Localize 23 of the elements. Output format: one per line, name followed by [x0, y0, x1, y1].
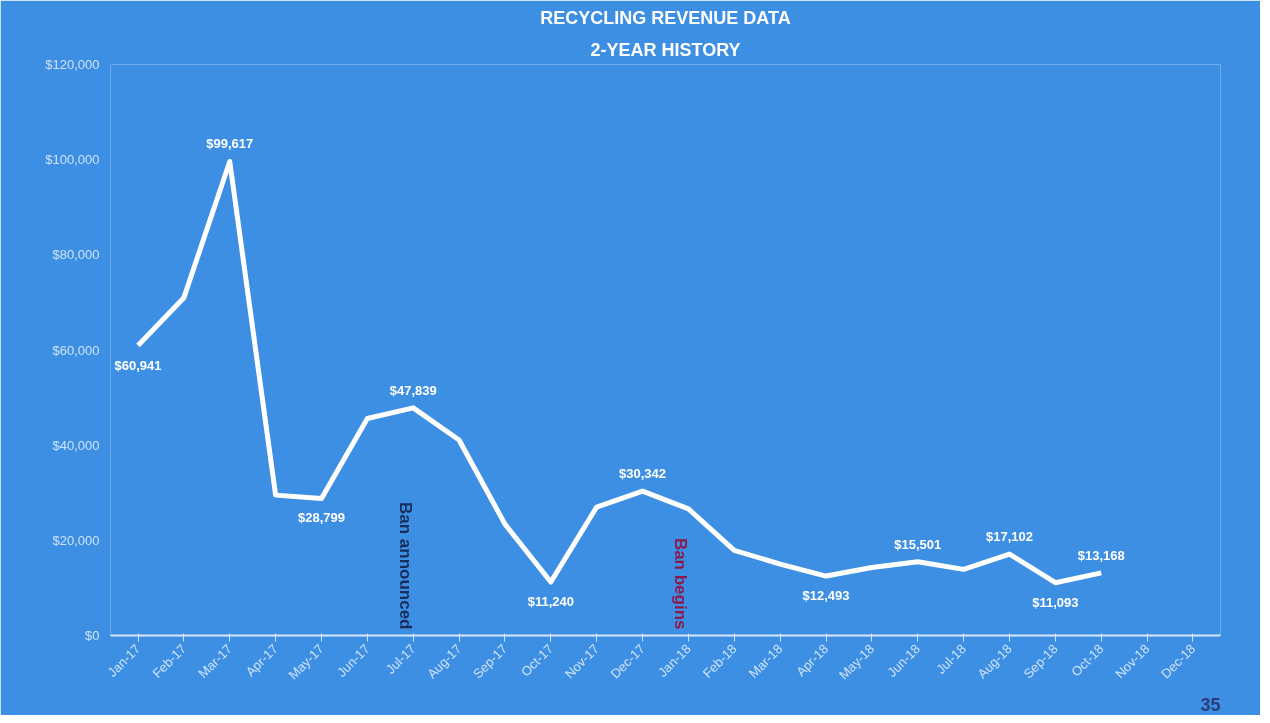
y-tick-label: $80,000	[52, 247, 100, 263]
data-label: $17,102	[986, 529, 1034, 545]
text: 35	[1200, 694, 1221, 715]
data-label: $60,941	[114, 357, 162, 373]
y-tick-label: $20,000	[52, 532, 100, 548]
y-tick-label: $120,000	[45, 57, 100, 72]
data-label: $12,493	[802, 588, 850, 604]
y-tick-label: $60,000	[52, 342, 100, 358]
annotation: Ban begins	[670, 537, 690, 630]
data-label: $28,799	[298, 510, 345, 526]
chart-subtitle: 2-YEAR HISTORY	[590, 39, 741, 60]
y-tick-label: $0	[85, 628, 100, 643]
chart-title: RECYCLING REVENUE DATA	[540, 7, 791, 28]
data-label: $15,501	[894, 536, 942, 552]
data-label: $99,617	[206, 136, 254, 152]
annotation: Ban announced	[395, 501, 415, 630]
data-label: $11,240	[527, 594, 574, 610]
data-label: $30,342	[619, 466, 667, 482]
data-label: $13,168	[1077, 547, 1125, 563]
y-tick-label: $100,000	[45, 152, 100, 168]
data-label: $11,093	[1032, 594, 1079, 610]
data-label: $47,839	[389, 382, 437, 398]
y-tick-label: $40,000	[52, 437, 100, 453]
